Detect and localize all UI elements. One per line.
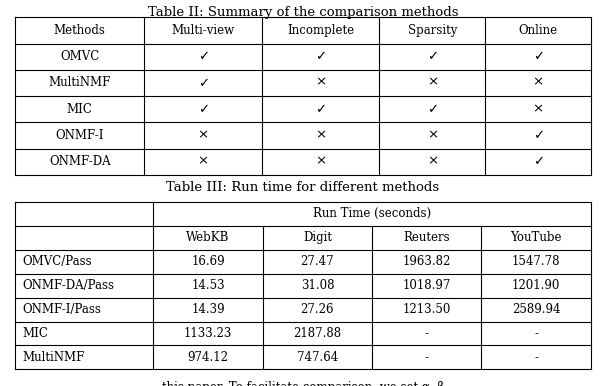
- Text: -: -: [425, 327, 429, 340]
- Text: ONMF-I/Pass: ONMF-I/Pass: [22, 303, 101, 316]
- Text: $\times$: $\times$: [532, 103, 544, 115]
- Text: Multi-view: Multi-view: [171, 24, 235, 37]
- Text: YouTube: YouTube: [510, 231, 562, 244]
- Text: Digit: Digit: [303, 231, 332, 244]
- Text: Table III: Run time for different methods: Table III: Run time for different method…: [167, 181, 439, 194]
- Text: Methods: Methods: [54, 24, 105, 37]
- Text: 27.26: 27.26: [301, 303, 334, 316]
- Text: 14.39: 14.39: [191, 303, 225, 316]
- Text: MultiNMF: MultiNMF: [22, 351, 85, 364]
- Text: MIC: MIC: [67, 103, 93, 116]
- Text: $\times$: $\times$: [198, 156, 209, 168]
- Text: $\checkmark$: $\checkmark$: [533, 51, 544, 63]
- Text: 27.47: 27.47: [301, 255, 334, 268]
- Text: $\times$: $\times$: [198, 130, 209, 141]
- Text: Online: Online: [518, 24, 558, 37]
- Text: $\times$: $\times$: [532, 77, 544, 89]
- Text: $\times$: $\times$: [315, 156, 326, 168]
- Text: 1201.90: 1201.90: [512, 279, 561, 292]
- Text: $\checkmark$: $\checkmark$: [427, 103, 438, 115]
- Text: WebKB: WebKB: [186, 231, 230, 244]
- Text: ONMF-I: ONMF-I: [56, 129, 104, 142]
- Text: 2589.94: 2589.94: [512, 303, 561, 316]
- Text: $\checkmark$: $\checkmark$: [315, 51, 326, 63]
- Text: -: -: [425, 351, 429, 364]
- Text: $\checkmark$: $\checkmark$: [315, 103, 326, 115]
- Text: 1547.78: 1547.78: [512, 255, 561, 268]
- Text: MIC: MIC: [22, 327, 48, 340]
- Text: this paper. To facilitate comparison, we set α, β: this paper. To facilitate comparison, we…: [162, 381, 444, 386]
- Text: ONMF-DA/Pass: ONMF-DA/Pass: [22, 279, 115, 292]
- Text: $\checkmark$: $\checkmark$: [533, 130, 544, 141]
- Text: ONMF-DA: ONMF-DA: [49, 155, 110, 168]
- Text: $\times$: $\times$: [427, 156, 438, 168]
- Text: $\checkmark$: $\checkmark$: [198, 51, 208, 63]
- Text: $\times$: $\times$: [427, 130, 438, 141]
- Text: $\checkmark$: $\checkmark$: [198, 103, 208, 115]
- Text: 747.64: 747.64: [297, 351, 338, 364]
- Text: OMVC: OMVC: [60, 50, 99, 63]
- Text: Run Time (seconds): Run Time (seconds): [313, 207, 431, 220]
- Text: -: -: [534, 327, 538, 340]
- Text: 1133.23: 1133.23: [184, 327, 232, 340]
- Text: 16.69: 16.69: [191, 255, 225, 268]
- Text: Table II: Summary of the comparison methods: Table II: Summary of the comparison meth…: [148, 6, 458, 19]
- Text: 31.08: 31.08: [301, 279, 334, 292]
- Text: $\times$: $\times$: [427, 77, 438, 89]
- Text: $\times$: $\times$: [315, 130, 326, 141]
- Text: Incomplete: Incomplete: [287, 24, 354, 37]
- Text: $\checkmark$: $\checkmark$: [198, 77, 208, 89]
- Text: $\checkmark$: $\checkmark$: [427, 51, 438, 63]
- Text: $\times$: $\times$: [315, 77, 326, 89]
- Text: -: -: [534, 351, 538, 364]
- Text: 14.53: 14.53: [191, 279, 225, 292]
- Text: Sparsity: Sparsity: [408, 24, 457, 37]
- Text: Reuters: Reuters: [404, 231, 450, 244]
- Text: OMVC/Pass: OMVC/Pass: [22, 255, 92, 268]
- Text: 1963.82: 1963.82: [402, 255, 451, 268]
- Text: 1018.97: 1018.97: [402, 279, 451, 292]
- Text: 974.12: 974.12: [187, 351, 228, 364]
- Text: 1213.50: 1213.50: [402, 303, 451, 316]
- Text: $\checkmark$: $\checkmark$: [533, 156, 544, 168]
- Text: 2187.88: 2187.88: [293, 327, 341, 340]
- Text: MultiNMF: MultiNMF: [48, 76, 111, 90]
